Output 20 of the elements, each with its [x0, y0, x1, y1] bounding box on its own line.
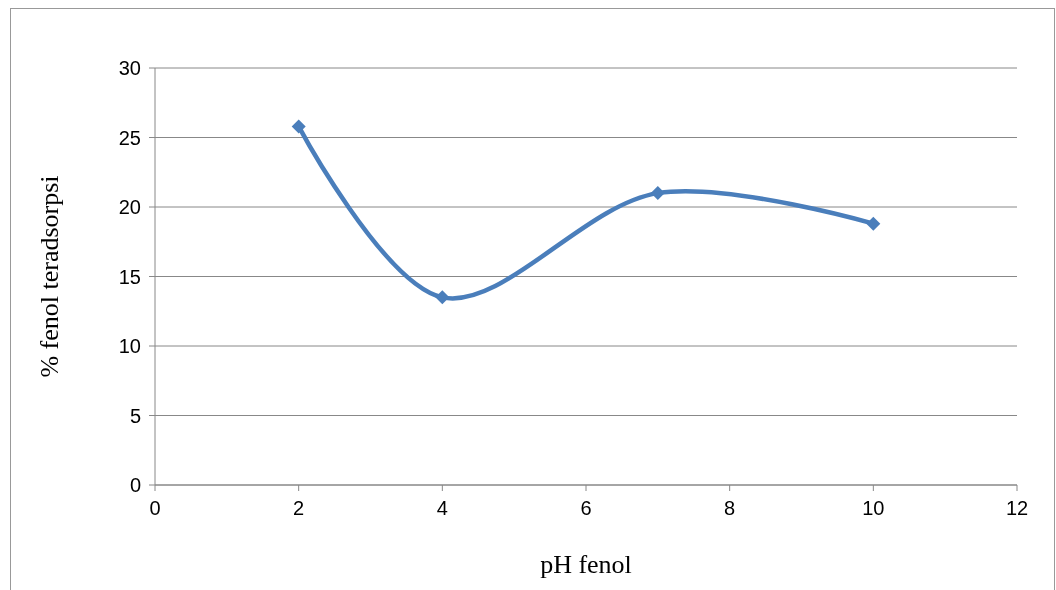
point	[866, 216, 881, 231]
x-tick-label: 12	[1005, 497, 1029, 519]
y-tick-label: 30	[118, 57, 141, 79]
y-tick-label: 15	[118, 265, 141, 288]
x-axis-title: pH fenol	[540, 550, 632, 579]
x-tick-label: 8	[724, 497, 736, 519]
y-tick-label: 25	[118, 126, 141, 149]
point	[291, 119, 306, 134]
point	[650, 186, 665, 201]
y-axis-title: % fenol teradsorpsi	[35, 175, 64, 378]
x-tick-label: 10	[862, 497, 885, 519]
y-tick-label: 10	[118, 335, 141, 357]
point	[435, 290, 450, 305]
x-tick-label: 2	[293, 497, 305, 519]
x-tick-label: 0	[149, 497, 161, 519]
x-tick-label: 4	[436, 497, 448, 519]
y-tick-label: 20	[118, 196, 141, 218]
y-tick-label: 0	[129, 474, 141, 496]
y-tick-label: 5	[129, 404, 141, 427]
x-tick-label: 6	[580, 497, 592, 519]
